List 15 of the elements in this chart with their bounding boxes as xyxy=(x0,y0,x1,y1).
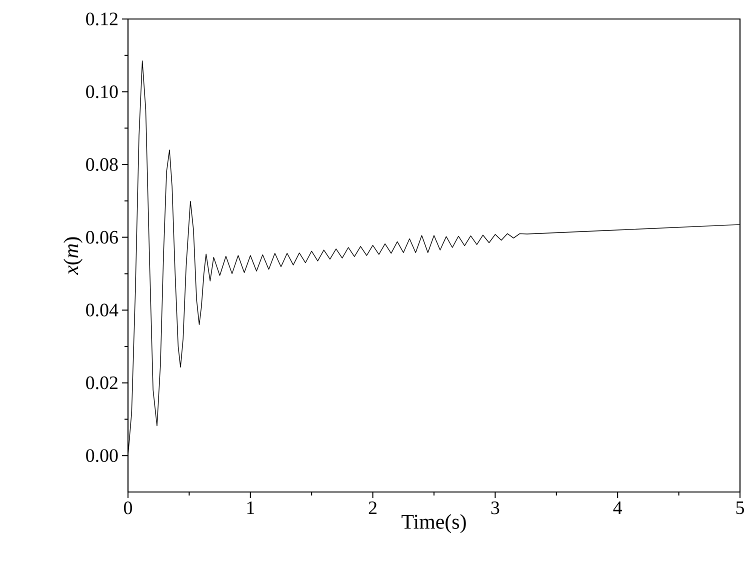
x-tick-label: 1 xyxy=(247,502,254,514)
y-tick-label: 0.02 xyxy=(86,376,118,390)
x-axis-title: Time(s) xyxy=(402,514,466,534)
x-tick-label: 5 xyxy=(736,502,744,514)
y-tick-label: 0.12 xyxy=(86,12,118,26)
x-tick-label: 4 xyxy=(613,502,622,514)
x-tick-label: 0 xyxy=(124,502,132,514)
y-tick-label: 0.06 xyxy=(86,230,118,244)
y-tick-label: 0.10 xyxy=(86,85,118,98)
y-axis-title: x(m) xyxy=(64,237,83,275)
x-tick-label: 2 xyxy=(368,502,376,514)
y-tick-label: 0.04 xyxy=(86,304,118,316)
x-tick-label: 3 xyxy=(491,502,500,514)
y-tick-label: 0.08 xyxy=(86,158,118,171)
y-tick-label: 0.00 xyxy=(86,449,118,462)
